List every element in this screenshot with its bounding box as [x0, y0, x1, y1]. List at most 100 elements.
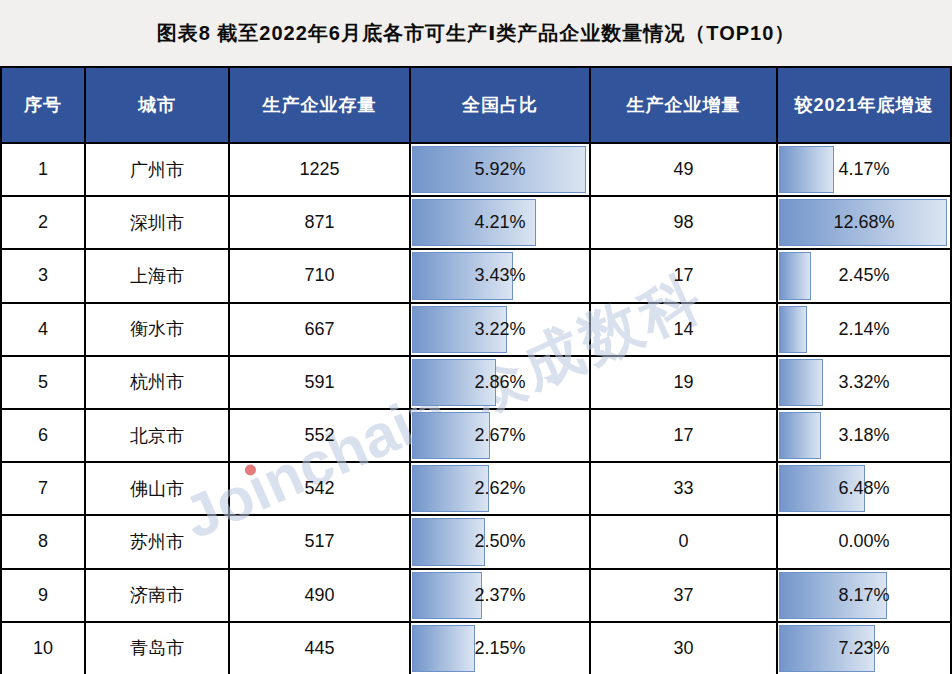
table-row: 3 上海市 710 3.43% 17 2.45%	[2, 250, 952, 303]
stock-value: 490	[304, 585, 334, 606]
share-cell: 2.50%	[411, 516, 591, 569]
table-body: 1 广州市 1225 5.92% 49 4.17% 2 深圳市 871 4.21…	[2, 144, 952, 674]
share-value: 2.15%	[474, 638, 525, 659]
share-cell: 2.15%	[411, 623, 591, 674]
city-cell: 杭州市	[86, 357, 230, 410]
share-value: 2.50%	[474, 531, 525, 552]
rank-cell: 6	[2, 410, 86, 463]
city-value: 衡水市	[130, 317, 184, 341]
stock-cell: 552	[230, 410, 411, 463]
increase-value: 17	[673, 265, 693, 286]
city-value: 深圳市	[130, 211, 184, 235]
increase-value: 17	[673, 425, 693, 446]
growth-cell: 8.17%	[778, 570, 952, 623]
share-databar	[412, 625, 475, 672]
col-header-share: 全国占比	[411, 68, 591, 144]
figure-page: 图表8 截至2022年6月底各市可生产Ⅰ类产品企业数量情况（TOP10） 序号 …	[0, 0, 952, 674]
share-value: 4.21%	[474, 212, 525, 233]
growth-value: 2.14%	[838, 319, 889, 340]
growth-databar	[779, 306, 807, 353]
city-cell: 佛山市	[86, 463, 230, 516]
rank-value: 3	[38, 265, 48, 286]
table-row: 2 深圳市 871 4.21% 98 12.68%	[2, 197, 952, 250]
table-row: 8 苏州市 517 2.50% 0 0.00%	[2, 516, 952, 569]
growth-cell: 12.68%	[778, 197, 952, 250]
share-value: 3.22%	[474, 319, 525, 340]
stock-value: 552	[304, 425, 334, 446]
rank-value: 8	[38, 531, 48, 552]
table-row: 5 杭州市 591 2.86% 19 3.32%	[2, 357, 952, 410]
growth-value: 12.68%	[833, 212, 894, 233]
share-value: 2.62%	[474, 478, 525, 499]
share-cell: 3.43%	[411, 250, 591, 303]
share-cell: 3.22%	[411, 304, 591, 357]
rank-cell: 3	[2, 250, 86, 303]
city-value: 苏州市	[130, 530, 184, 554]
rank-value: 6	[38, 425, 48, 446]
growth-databar	[779, 359, 823, 406]
increase-value: 49	[673, 159, 693, 180]
rank-value: 4	[38, 319, 48, 340]
share-databar	[412, 572, 482, 619]
stock-cell: 710	[230, 250, 411, 303]
increase-value: 19	[673, 372, 693, 393]
increase-cell: 19	[591, 357, 778, 410]
table-row: 1 广州市 1225 5.92% 49 4.17%	[2, 144, 952, 197]
city-value: 杭州市	[130, 370, 184, 394]
table-row: 9 济南市 490 2.37% 37 8.17%	[2, 570, 952, 623]
share-value: 2.86%	[474, 372, 525, 393]
table-row: 7 佛山市 542 2.62% 33 6.48%	[2, 463, 952, 516]
stock-value: 871	[304, 212, 334, 233]
stock-value: 710	[304, 265, 334, 286]
city-value: 北京市	[130, 424, 184, 448]
stock-cell: 871	[230, 197, 411, 250]
rank-value: 7	[38, 478, 48, 499]
rank-value: 5	[38, 372, 48, 393]
increase-cell: 17	[591, 250, 778, 303]
increase-value: 37	[673, 585, 693, 606]
page-title: 图表8 截至2022年6月底各市可生产Ⅰ类产品企业数量情况（TOP10）	[157, 20, 796, 47]
city-value: 广州市	[130, 158, 184, 182]
rank-value: 2	[38, 212, 48, 233]
share-cell: 2.37%	[411, 570, 591, 623]
stock-cell: 542	[230, 463, 411, 516]
increase-value: 98	[673, 212, 693, 233]
city-cell: 北京市	[86, 410, 230, 463]
col-header-growth: 较2021年底增速	[778, 68, 952, 144]
col-header-city: 城市	[86, 68, 230, 144]
increase-value: 30	[673, 638, 693, 659]
increase-cell: 49	[591, 144, 778, 197]
city-value: 青岛市	[130, 636, 184, 660]
rank-cell: 1	[2, 144, 86, 197]
growth-cell: 6.48%	[778, 463, 952, 516]
rank-cell: 2	[2, 197, 86, 250]
growth-databar	[779, 146, 834, 193]
city-cell: 深圳市	[86, 197, 230, 250]
growth-cell: 2.45%	[778, 250, 952, 303]
increase-cell: 33	[591, 463, 778, 516]
city-cell: 上海市	[86, 250, 230, 303]
rank-value: 10	[33, 638, 53, 659]
growth-value: 3.32%	[838, 372, 889, 393]
share-cell: 4.21%	[411, 197, 591, 250]
city-cell: 青岛市	[86, 623, 230, 674]
growth-value: 8.17%	[838, 585, 889, 606]
share-cell: 2.62%	[411, 463, 591, 516]
stock-value: 517	[304, 531, 334, 552]
stock-value: 591	[304, 372, 334, 393]
table-row: 6 北京市 552 2.67% 17 3.18%	[2, 410, 952, 463]
city-cell: 衡水市	[86, 304, 230, 357]
increase-cell: 37	[591, 570, 778, 623]
rank-cell: 5	[2, 357, 86, 410]
increase-value: 0	[678, 531, 688, 552]
city-value: 佛山市	[130, 477, 184, 501]
col-header-rank: 序号	[2, 68, 86, 144]
enterprise-table: 序号 城市 生产企业存量 全国占比 生产企业增量 较2021年底增速 1 广州市…	[0, 66, 952, 674]
growth-cell: 4.17%	[778, 144, 952, 197]
growth-value: 6.48%	[838, 478, 889, 499]
share-value: 5.92%	[474, 159, 525, 180]
increase-cell: 98	[591, 197, 778, 250]
stock-cell: 490	[230, 570, 411, 623]
stock-cell: 517	[230, 516, 411, 569]
stock-value: 667	[304, 319, 334, 340]
